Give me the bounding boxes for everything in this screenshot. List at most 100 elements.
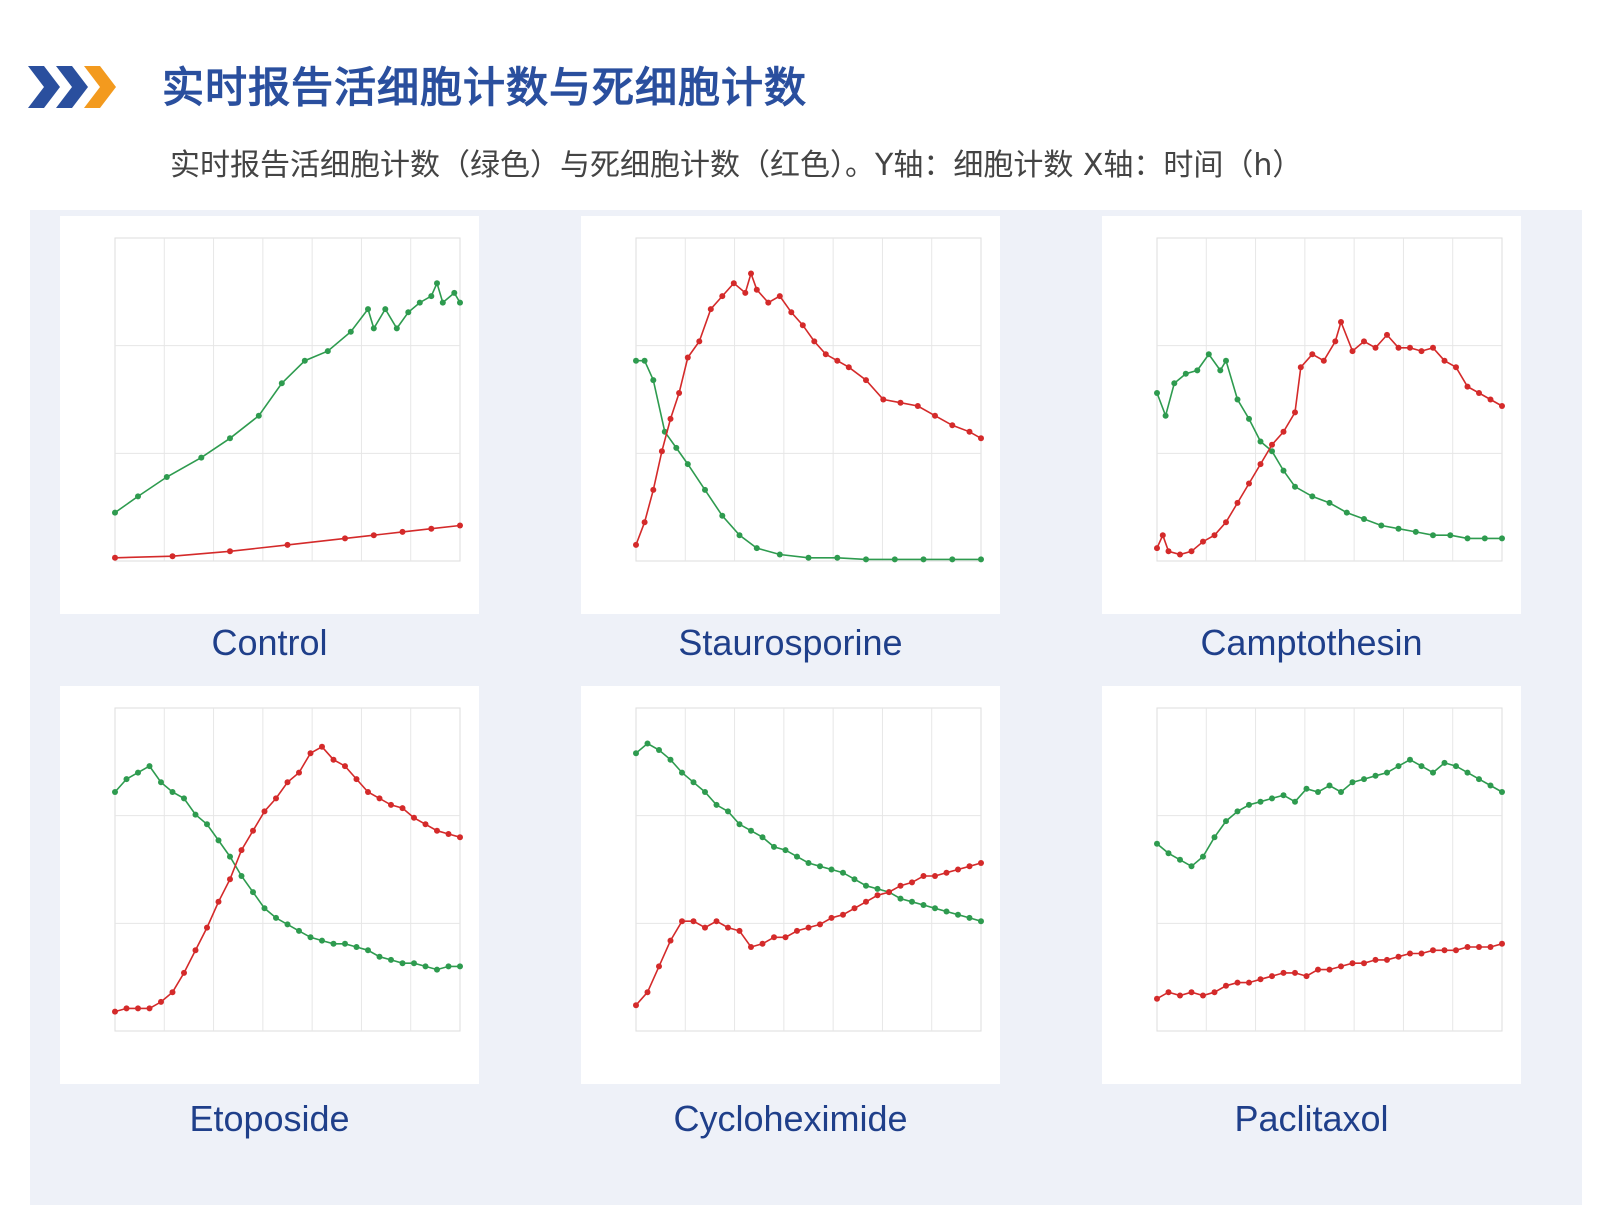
live-cell-point: [920, 556, 927, 563]
chart-svg: [112, 707, 463, 1032]
dead-cell-point: [914, 403, 921, 409]
live-cell-point: [874, 885, 881, 892]
dead-cell-point: [1292, 409, 1298, 416]
dead-cell-point: [696, 338, 703, 345]
dead-cell-point: [828, 914, 835, 921]
dead-cell-point: [799, 322, 806, 329]
dead-cell-point: [788, 309, 795, 316]
live-cell-point: [1315, 789, 1321, 795]
dead-cell-point: [1211, 532, 1218, 539]
dead-cell-point: [1338, 319, 1344, 325]
live-cell-point: [370, 325, 377, 332]
live-cell-point: [342, 940, 348, 947]
live-cell-point: [943, 908, 950, 915]
live-cell-point: [1499, 789, 1505, 795]
live-cell-point: [112, 509, 118, 516]
dead-cell-point: [1349, 960, 1356, 967]
live-cell-point: [158, 779, 164, 786]
dead-cell-point: [112, 554, 118, 561]
live-cell-point: [255, 412, 262, 419]
live-cell-point: [805, 554, 812, 561]
live-cell-point: [736, 532, 743, 539]
live-cell-point: [1217, 367, 1224, 374]
plot-frame: [1156, 237, 1503, 562]
dead-cell-point: [719, 293, 726, 300]
dead-cell-point: [319, 743, 325, 750]
dead-cell-point: [966, 863, 973, 870]
chart-label: Paclitaxol: [1234, 1098, 1389, 1139]
dead-cell-point: [656, 963, 662, 970]
live-cell-point: [949, 556, 956, 563]
live-cell-point: [365, 306, 371, 313]
live-cell-point: [376, 953, 383, 960]
live-cell-point: [296, 927, 302, 934]
live-cell-point: [1326, 499, 1333, 506]
dead-cell-point: [650, 486, 657, 493]
dead-cell-point: [633, 1002, 639, 1009]
dead-cell-point: [1246, 480, 1252, 487]
live-cell-point: [457, 963, 463, 970]
plot-frame: [1156, 707, 1503, 1032]
chart-card: [581, 216, 1000, 614]
dead-cell-point: [307, 750, 314, 757]
live-cell-point: [719, 512, 726, 519]
dead-cell-point: [434, 827, 440, 834]
dead-cell-point: [886, 889, 892, 896]
page-title: 实时报告活细胞计数与死细胞计数: [162, 63, 808, 112]
dead-cell-point: [169, 989, 176, 996]
live-cell-point: [863, 882, 869, 889]
dead-cell-point: [658, 448, 665, 455]
plot-frame: [635, 237, 982, 562]
live-cell-point: [1211, 834, 1218, 841]
live-cell-point: [1292, 483, 1298, 490]
live-cell-point: [192, 811, 199, 818]
dead-cell-point: [1200, 992, 1206, 999]
dead-cell-point: [1441, 947, 1448, 954]
dead-cell-point: [1154, 545, 1160, 552]
dead-cell-point: [863, 377, 869, 384]
dead-cell-point: [428, 525, 435, 532]
dead-cell-point: [181, 969, 187, 976]
dead-cell-point: [978, 435, 984, 442]
live-cell-point: [1464, 769, 1471, 776]
chart-label: Control: [211, 622, 328, 663]
live-cell-point: [1303, 785, 1310, 792]
live-cell-point: [163, 474, 170, 480]
dead-cell-point: [690, 918, 697, 925]
live-cell-point: [198, 454, 205, 461]
live-cell-point: [1234, 396, 1241, 403]
live-cell-point: [204, 821, 210, 828]
chart-label: Cycloheximide: [673, 1098, 908, 1139]
dead-cell-point: [1349, 348, 1356, 355]
live-cell-point: [273, 914, 279, 921]
live-cell-point: [684, 461, 691, 468]
chevron-3: [84, 66, 116, 108]
live-cell-point: [422, 963, 429, 970]
dead-cell-point: [1269, 441, 1275, 448]
live-cell-point: [1154, 840, 1160, 847]
dead-cell-point: [1430, 344, 1436, 351]
dead-cell-point: [376, 795, 383, 802]
dead-cell-point: [1499, 403, 1505, 409]
dead-cell-point: [411, 814, 417, 821]
live-cell-point: [1447, 532, 1454, 539]
dead-cell-point: [112, 1008, 118, 1015]
chart-card: [581, 686, 1000, 1084]
dead-cell-point: [1407, 950, 1413, 957]
dead-cell-point: [342, 763, 348, 770]
live-cell-point: [1487, 782, 1494, 789]
live-cell-point: [1384, 769, 1390, 776]
live-cell-point: [817, 863, 823, 870]
dead-cell-point: [1159, 532, 1166, 539]
dead-cell-point: [457, 834, 463, 841]
live-cell-point: [805, 860, 812, 866]
dead-cell-point: [1338, 963, 1344, 970]
dead-cell-point: [641, 519, 648, 526]
chart-svg: [1154, 707, 1505, 1032]
live-cell-point: [1441, 759, 1448, 766]
dead-cell-point: [949, 422, 956, 429]
live-cell-point: [250, 889, 256, 896]
live-cell-point: [238, 873, 245, 879]
live-cell-point: [1407, 756, 1413, 763]
live-cell-point: [1430, 769, 1436, 776]
